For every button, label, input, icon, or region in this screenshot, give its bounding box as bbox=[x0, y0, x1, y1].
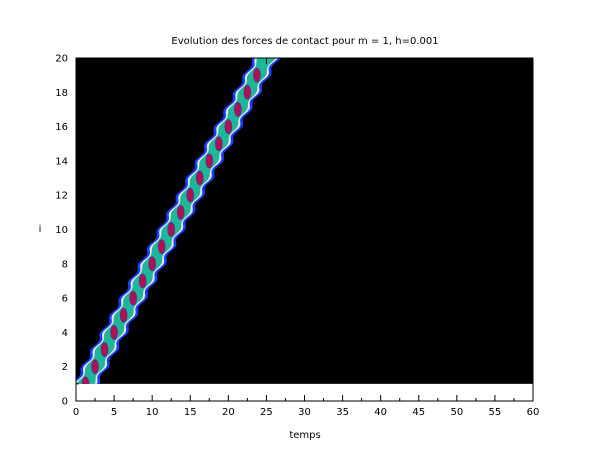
peak-marker bbox=[244, 86, 251, 99]
y-tick-label: 2 bbox=[62, 362, 68, 373]
x-tick-label: 25 bbox=[260, 407, 273, 418]
plot-area bbox=[75, 57, 534, 402]
peak-marker bbox=[254, 68, 260, 82]
x-tick-label: 20 bbox=[222, 407, 235, 418]
x-axis-label: temps bbox=[289, 430, 320, 441]
chart-title: Evolution des forces de contact pour m =… bbox=[171, 36, 438, 47]
x-tick-label: 50 bbox=[450, 407, 463, 418]
peak-marker bbox=[235, 103, 241, 116]
peak-marker bbox=[92, 360, 98, 373]
x-tick-label: 35 bbox=[336, 407, 349, 418]
peak-marker bbox=[101, 343, 108, 356]
y-tick-label: 18 bbox=[55, 88, 68, 99]
y-tick-label: 20 bbox=[55, 54, 68, 65]
peak-marker bbox=[168, 223, 174, 236]
x-tick-label: 40 bbox=[374, 407, 387, 418]
y-axis-ticks: 0 2 4 6 8 10 12 14 16 18 20 bbox=[55, 54, 533, 408]
y-tick-label: 14 bbox=[55, 156, 68, 167]
peak-marker bbox=[225, 120, 231, 133]
x-tick-label: 10 bbox=[146, 407, 159, 418]
peak-marker bbox=[197, 171, 203, 185]
peak-marker bbox=[216, 137, 222, 150]
x-axis-ticks: 0 5 10 15 20 25 30 35 40 45 50 55 60 bbox=[73, 58, 540, 418]
contact-force-peaks bbox=[81, 67, 261, 384]
peak-marker bbox=[178, 206, 184, 219]
peak-marker bbox=[206, 154, 212, 168]
y-tick-label: 16 bbox=[55, 122, 68, 133]
y-tick-label: 12 bbox=[55, 191, 68, 202]
x-tick-label: 0 bbox=[73, 407, 79, 418]
heatmap-background bbox=[76, 58, 533, 384]
contact-force-band bbox=[76, 58, 281, 384]
x-tick-label: 30 bbox=[298, 407, 311, 418]
y-tick-label: 0 bbox=[62, 397, 68, 408]
peak-marker bbox=[139, 274, 146, 288]
y-tick-label: 8 bbox=[62, 259, 68, 270]
y-tick-label: 4 bbox=[62, 328, 68, 339]
peak-marker bbox=[82, 377, 89, 384]
peak-marker bbox=[187, 189, 193, 202]
peak-marker bbox=[111, 326, 117, 339]
x-tick-label: 45 bbox=[412, 407, 425, 418]
x-tick-label: 5 bbox=[111, 407, 117, 418]
peak-marker bbox=[159, 240, 165, 253]
peak-marker bbox=[149, 257, 155, 270]
y-axis-label: i bbox=[39, 224, 42, 235]
band-core bbox=[76, 58, 276, 384]
x-tick-label: 15 bbox=[184, 407, 197, 418]
x-tick-label: 55 bbox=[489, 407, 502, 418]
y-tick-label: 6 bbox=[62, 294, 68, 305]
y-tick-label: 10 bbox=[55, 225, 68, 236]
x-tick-label: 60 bbox=[527, 407, 540, 418]
peak-marker bbox=[120, 309, 127, 322]
peak-marker bbox=[130, 291, 136, 305]
